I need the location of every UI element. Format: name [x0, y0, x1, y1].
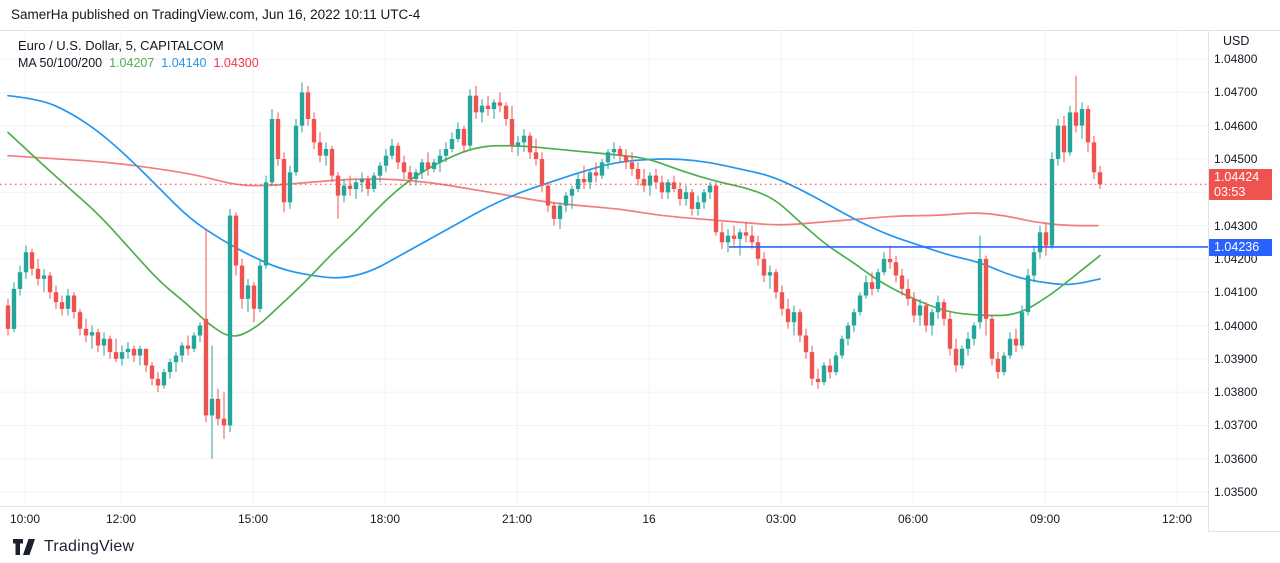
- price-axis-label: 1.04500: [1214, 152, 1258, 166]
- tradingview-footer-logo[interactable]: TradingView: [13, 538, 134, 556]
- time-axis-label: 15:00: [237, 512, 269, 526]
- price-axis-label: 1.04300: [1214, 218, 1258, 233]
- publish-caption: SamerHa published on TradingView.com, Ju…: [11, 7, 421, 22]
- price-scale-currency: USD: [1223, 34, 1250, 48]
- time-axis-label: 09:00: [1029, 512, 1061, 526]
- price-axis-label: 1.03800: [1214, 385, 1258, 400]
- price-axis-label: 1.04600: [1214, 118, 1258, 133]
- chart-plot-area[interactable]: [0, 31, 1208, 506]
- price-axis-label: 1.04000: [1214, 318, 1258, 333]
- price-scale[interactable]: USD 1.04800 1.04700 1.04600 1.04500 1.04300 1…: [1208, 31, 1280, 531]
- time-axis-label: 06:00: [897, 512, 929, 526]
- tradingview-wordmark: TradingView: [44, 538, 135, 555]
- last-price-value: 1.04424: [1214, 170, 1260, 185]
- ma100-value: 1.04140: [161, 56, 207, 70]
- level-price-badge: 1.04236: [1209, 238, 1272, 256]
- ma-indicator-row[interactable]: MA 50/100/200 1.04207 1.04140 1.04300: [18, 55, 259, 71]
- ma200-value: 1.04300: [213, 56, 259, 70]
- price-axis-label: 1.04800: [1214, 52, 1258, 67]
- ma50-line: [7, 131, 1101, 337]
- ma200-line: [7, 154, 1099, 227]
- symbol-title[interactable]: Euro / U.S. Dollar, 5, CAPITALCOM: [18, 38, 224, 53]
- time-axis-label: 10:00: [9, 512, 41, 526]
- time-axis-label: 21:00: [501, 512, 533, 526]
- chart-legend: Euro / U.S. Dollar, 5, CAPITALCOM MA 50/…: [18, 37, 259, 71]
- level-price-value: 1.04236: [1214, 239, 1260, 254]
- chart-widget: Euro / U.S. Dollar, 5, CAPITALCOM MA 50/…: [0, 30, 1280, 532]
- time-axis-label: 16: [642, 512, 656, 526]
- ma50-value: 1.04207: [109, 56, 155, 70]
- ma100-line: [7, 94, 1101, 286]
- bar-countdown: 03:53: [1214, 185, 1246, 200]
- price-axis-label: 1.04700: [1214, 85, 1258, 100]
- price-axis-label: 1.03900: [1214, 351, 1258, 366]
- price-axis-label: 1.03500: [1214, 485, 1258, 499]
- last-price-badge: 1.04424 03:53: [1209, 169, 1272, 201]
- price-axis-label: 1.03600: [1214, 451, 1258, 466]
- tradingview-icon: [13, 539, 35, 555]
- time-axis-label: 03:00: [765, 512, 797, 526]
- price-axis-label: 1.03700: [1214, 418, 1258, 433]
- time-axis-label: 18:00: [369, 512, 401, 526]
- ma-indicator-label: MA 50/100/200: [18, 56, 103, 70]
- time-scale[interactable]: 10:00 12:00 15:00 18:00 21:00 16 03:00 06:00 09:…: [0, 506, 1208, 532]
- price-axis-label: 1.04100: [1214, 285, 1258, 300]
- time-axis-label: 12:00: [1161, 512, 1193, 526]
- time-axis-label: 12:00: [105, 512, 137, 526]
